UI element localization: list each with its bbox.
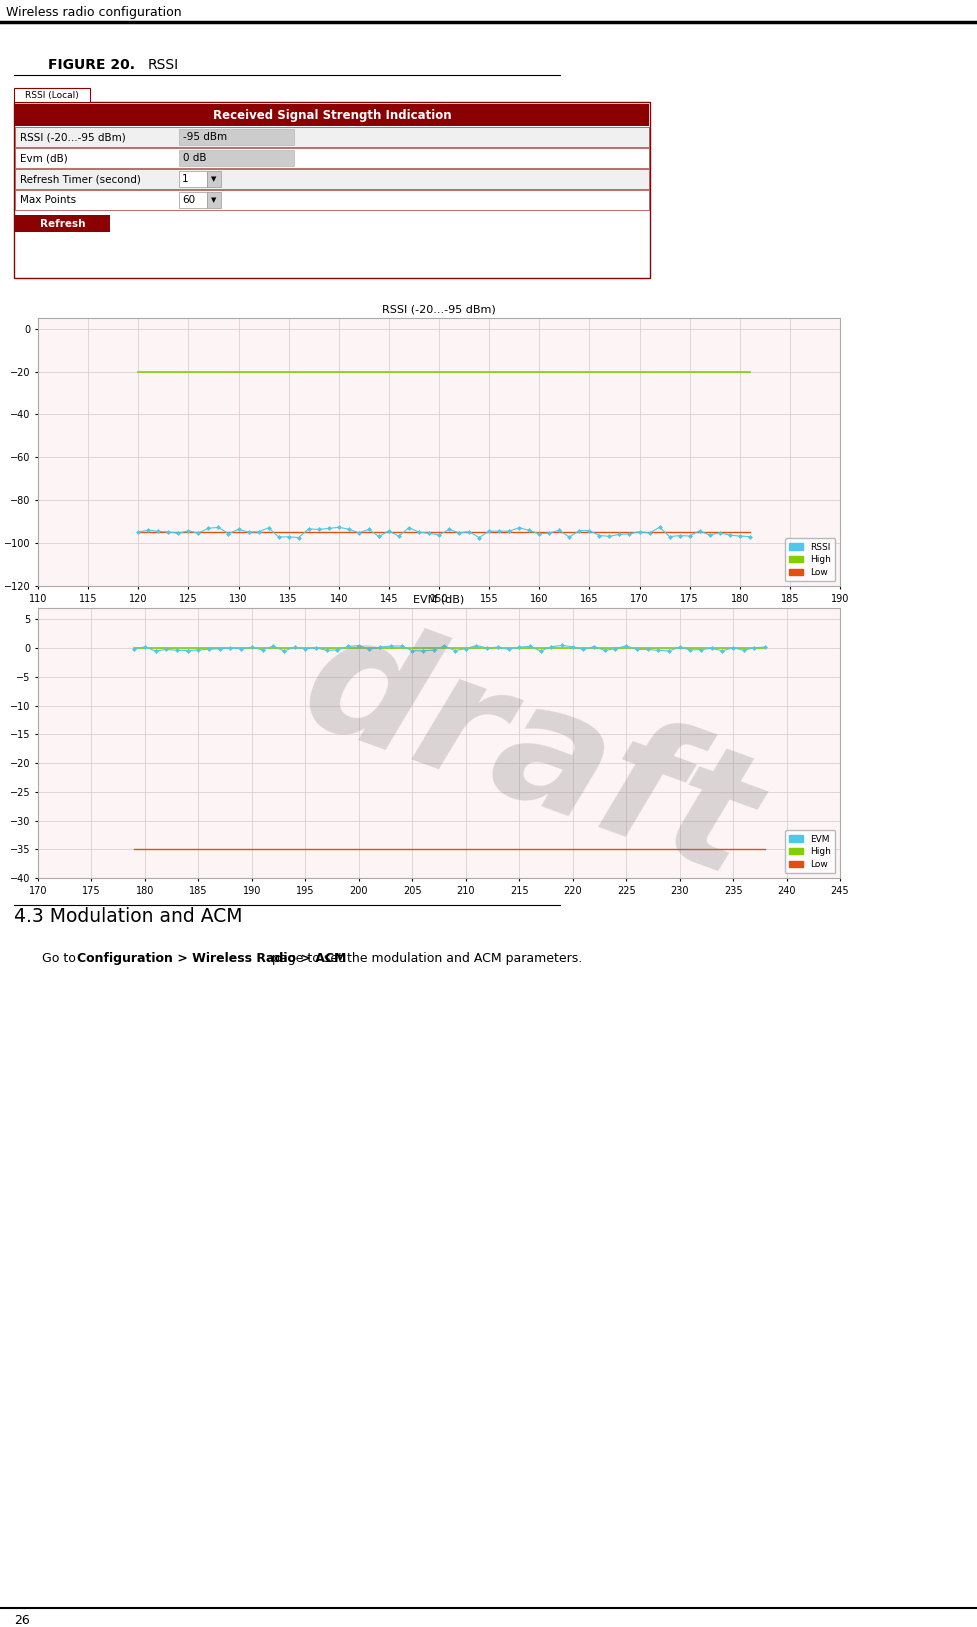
Text: RSSI (-20...-95 dBm): RSSI (-20...-95 dBm) (20, 132, 126, 142)
Bar (14, 103, 650, 278)
Title: EVM (dB): EVM (dB) (413, 594, 464, 605)
Text: page to set the modulation and ACM parameters.: page to set the modulation and ACM param… (268, 952, 581, 965)
Text: Max Points: Max Points (20, 195, 76, 205)
Text: draft: draft (283, 599, 776, 911)
Bar (179, 150, 294, 166)
Title: RSSI (-20...-95 dBm): RSSI (-20...-95 dBm) (382, 304, 495, 314)
Text: Wireless radio configuration: Wireless radio configuration (6, 5, 182, 18)
Legend: EVM, High, Low: EVM, High, Low (784, 830, 834, 874)
Text: Refresh: Refresh (40, 218, 85, 228)
Text: 26: 26 (14, 1614, 29, 1627)
Legend: RSSI, High, Low: RSSI, High, Low (784, 539, 834, 581)
Bar (207, 192, 221, 208)
Bar (15, 215, 109, 233)
Text: FIGURE 20.: FIGURE 20. (48, 59, 140, 72)
Text: 1: 1 (182, 174, 189, 184)
Bar (207, 171, 221, 187)
Text: RSSI (Local): RSSI (Local) (25, 91, 79, 99)
Bar (15, 190, 649, 210)
Text: 60: 60 (182, 195, 195, 205)
Text: ▼: ▼ (211, 176, 217, 182)
Text: 4.3 Modulation and ACM: 4.3 Modulation and ACM (14, 906, 242, 926)
Text: RSSI: RSSI (148, 59, 179, 72)
Text: -95 dBm: -95 dBm (183, 132, 227, 142)
Bar (179, 192, 207, 208)
Text: 0 dB: 0 dB (183, 153, 206, 163)
Text: Refresh Timer (second): Refresh Timer (second) (20, 174, 141, 184)
Text: Evm (dB): Evm (dB) (20, 153, 67, 163)
Text: Go to: Go to (42, 952, 80, 965)
Text: ▼: ▼ (211, 197, 217, 203)
Bar (15, 104, 649, 125)
Bar (15, 127, 649, 146)
Text: Received Signal Strength Indication: Received Signal Strength Indication (212, 109, 450, 122)
Bar (179, 171, 207, 187)
Bar (15, 169, 649, 189)
Text: Configuration > Wireless Radio > ACM: Configuration > Wireless Radio > ACM (77, 952, 346, 965)
Bar (179, 129, 294, 145)
Bar (14, 88, 90, 103)
Bar (15, 148, 649, 168)
